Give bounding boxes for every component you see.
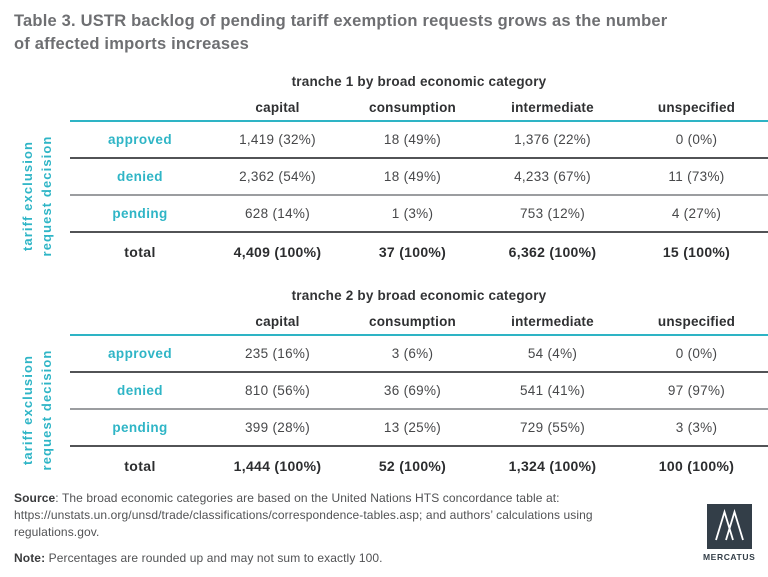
figure-title-line1: Table 3. USTR backlog of pending tariff … xyxy=(14,12,668,30)
value-cell: 13 (25%) xyxy=(383,420,442,436)
figure-title-line2: of affected imports increases xyxy=(14,35,250,54)
column-header-consumption: consumption xyxy=(369,314,456,330)
value-cell: 36 (69%) xyxy=(383,383,442,399)
row-label-approved: approved xyxy=(108,346,172,362)
value-cell: 18 (49%) xyxy=(383,132,442,148)
source-label: Source xyxy=(14,491,56,505)
value-cell: 1,324 (100%) xyxy=(508,457,597,474)
value-cell: 2,362 (54%) xyxy=(239,169,316,185)
value-cell: 1,376 (22%) xyxy=(514,132,591,148)
percentages-note: Note: Percentages are rounded up and may… xyxy=(14,550,654,567)
row-label-approved: approved xyxy=(108,132,172,148)
footer-notes: Source: The broad economic categories ar… xyxy=(14,490,654,567)
value-cell: 810 (56%) xyxy=(245,383,310,399)
table-row-denied: denied 2,362 (54%) 18 (49%) 4,233 (67%) … xyxy=(70,159,768,197)
table-row-denied: denied 810 (56%) 36 (69%) 541 (41%) 97 (… xyxy=(70,373,768,411)
column-header-capital: capital xyxy=(255,100,300,116)
tranche1-table: tariff exclusion request decision tranch… xyxy=(20,71,768,270)
value-cell: 399 (28%) xyxy=(245,420,310,436)
tranche1-column-headers: capital consumption intermediate unspeci… xyxy=(70,93,768,120)
axis-label-line2: request decision xyxy=(39,135,54,257)
tranche2-caption: tranche 2 by broad economic category xyxy=(291,288,547,304)
column-header-intermediate: intermediate xyxy=(511,314,594,330)
header-divider-line xyxy=(70,120,768,123)
row-label-pending: pending xyxy=(112,420,168,436)
table-row-total: total 1,444 (100%) 52 (100%) 1,324 (100%… xyxy=(70,447,768,484)
mercatus-m-icon xyxy=(714,508,744,541)
tranche2-axis-label: tariff exclusion request decision xyxy=(18,350,56,471)
value-cell: 1 (3%) xyxy=(391,206,434,222)
table-row-pending: pending 628 (14%) 1 (3%) 753 (12%) 4 (27… xyxy=(70,196,768,234)
value-cell: 1,444 (100%) xyxy=(233,457,322,474)
row-label-denied: denied xyxy=(117,169,163,185)
value-cell: 15 (100%) xyxy=(662,243,731,260)
value-cell: 54 (4%) xyxy=(527,346,578,362)
value-cell: 52 (100%) xyxy=(378,457,447,474)
axis-label-line1: tariff exclusion xyxy=(20,141,35,252)
value-cell: 729 (55%) xyxy=(520,420,585,436)
value-cell: 541 (41%) xyxy=(520,383,585,399)
value-cell: 4,233 (67%) xyxy=(514,169,591,185)
value-cell: 6,362 (100%) xyxy=(508,243,597,260)
tranche2-table: tariff exclusion request decision tranch… xyxy=(20,285,768,484)
table-row-total: total 4,409 (100%) 37 (100%) 6,362 (100%… xyxy=(70,233,768,270)
mercatus-logo: MERCATUS xyxy=(703,504,755,562)
value-cell: 37 (100%) xyxy=(378,243,447,260)
column-header-consumption: consumption xyxy=(369,100,456,116)
value-cell: 4 (27%) xyxy=(671,206,722,222)
value-cell: 0 (0%) xyxy=(675,132,718,148)
value-cell: 0 (0%) xyxy=(675,346,718,362)
note-label: Note: xyxy=(14,551,46,566)
note-text: Percentages are rounded up and may not s… xyxy=(45,551,383,566)
column-header-capital: capital xyxy=(255,314,300,330)
column-header-unspecified: unspecified xyxy=(657,314,736,330)
figure-title: Table 3. USTR backlog of pending tariff … xyxy=(0,0,768,56)
value-cell: 753 (12%) xyxy=(520,206,585,222)
source-note: Source: The broad economic categories ar… xyxy=(14,490,632,541)
column-header-intermediate: intermediate xyxy=(511,100,594,116)
table-row-approved: approved 1,419 (32%) 18 (49%) 1,376 (22%… xyxy=(70,122,768,160)
column-header-unspecified: unspecified xyxy=(657,100,736,116)
row-label-denied: denied xyxy=(117,383,163,399)
tranche2-column-headers: capital consumption intermediate unspeci… xyxy=(70,307,768,334)
axis-label-line2: request decision xyxy=(39,349,54,471)
row-label-pending: pending xyxy=(112,206,168,222)
value-cell: 3 (6%) xyxy=(391,346,434,362)
row-label-total: total xyxy=(124,457,156,474)
tranche1-axis-label: tariff exclusion request decision xyxy=(18,136,56,257)
value-cell: 1,419 (32%) xyxy=(239,132,316,148)
value-cell: 4,409 (100%) xyxy=(233,243,322,260)
value-cell: 3 (3%) xyxy=(675,420,718,436)
tranche1-caption: tranche 1 by broad economic category xyxy=(291,74,547,90)
header-divider-line xyxy=(70,334,768,337)
value-cell: 18 (49%) xyxy=(383,169,442,185)
value-cell: 235 (16%) xyxy=(245,346,310,362)
axis-label-line1: tariff exclusion xyxy=(20,355,35,466)
value-cell: 11 (73%) xyxy=(668,169,725,185)
value-cell: 97 (97%) xyxy=(667,383,726,399)
mercatus-logo-text: MERCATUS xyxy=(703,552,756,562)
row-label-total: total xyxy=(124,243,156,260)
value-cell: 628 (14%) xyxy=(245,206,310,222)
source-text: : The broad economic categories are base… xyxy=(14,491,593,540)
value-cell: 100 (100%) xyxy=(658,457,735,474)
table-row-pending: pending 399 (28%) 13 (25%) 729 (55%) 3 (… xyxy=(70,410,768,448)
table-row-approved: approved 235 (16%) 3 (6%) 54 (4%) 0 (0%) xyxy=(70,336,768,374)
mercatus-logo-icon xyxy=(706,504,752,549)
